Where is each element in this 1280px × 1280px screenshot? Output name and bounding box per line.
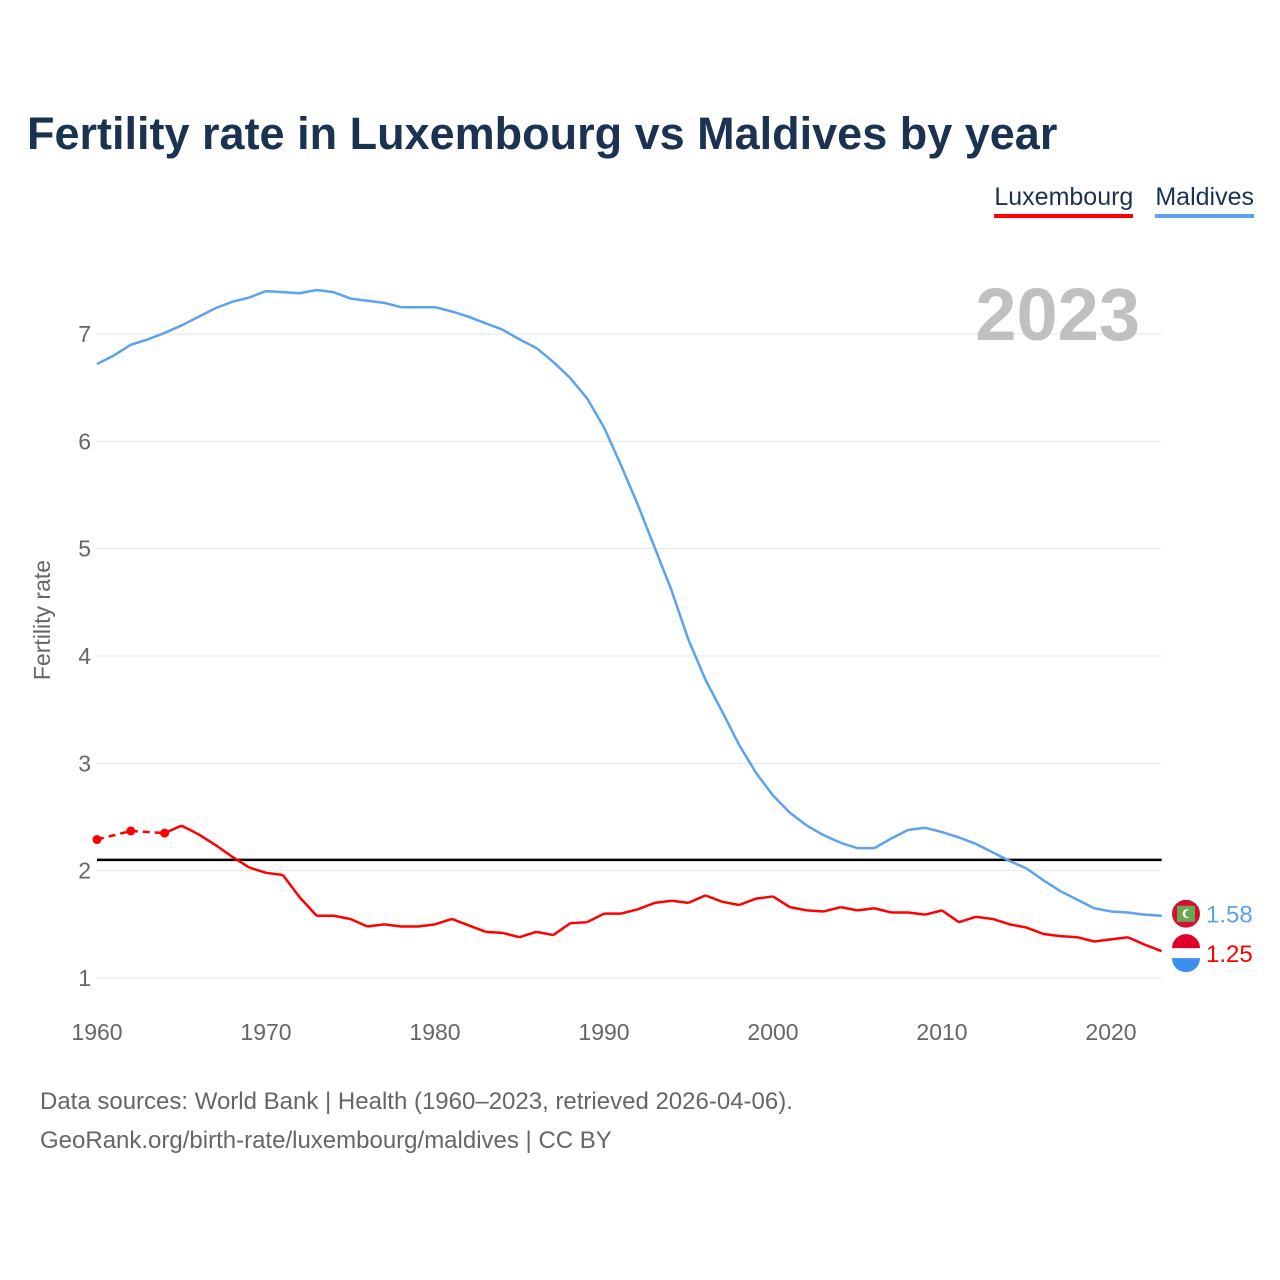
- y-tick-label: 7: [78, 321, 91, 347]
- y-tick-label: 1: [78, 965, 91, 991]
- legend-item-luxembourg[interactable]: Luxembourg: [994, 183, 1134, 218]
- chart-title: Fertility rate in Luxembourg vs Maldives…: [27, 108, 1058, 159]
- legend-item-maldives[interactable]: Maldives: [1155, 183, 1254, 218]
- y-tick-label: 5: [78, 536, 91, 562]
- y-tick-label: 3: [78, 750, 91, 776]
- series-line-maldives: [96, 288, 1162, 917]
- x-tick-label: 1990: [578, 1019, 629, 1045]
- data-point: [92, 835, 102, 845]
- x-tick-label: 2020: [1085, 1019, 1136, 1045]
- x-tick-label: 2000: [747, 1019, 798, 1045]
- y-axis-label: Fertility rate: [29, 560, 55, 680]
- y-tick-label: 2: [78, 858, 91, 884]
- source-text: Data sources: World Bank | Health (1960–…: [40, 1088, 793, 1115]
- series-line-luxembourg: [164, 824, 1163, 953]
- x-tick-label: 1960: [71, 1019, 122, 1045]
- data-point: [126, 826, 136, 836]
- luxembourg-flag-blue: [1172, 958, 1200, 973]
- y-tick-label: 6: [78, 428, 91, 454]
- x-tick-label: 1970: [240, 1019, 291, 1045]
- x-tick-label: 2010: [916, 1019, 967, 1045]
- series-line-luxembourg-dashed: [96, 829, 165, 841]
- x-tick-label: 1980: [409, 1019, 460, 1045]
- data-point: [160, 828, 170, 838]
- year-watermark: 2023: [975, 273, 1140, 356]
- maldives-crescent-cut: [1185, 909, 1193, 918]
- end-value-label: 1.58: [1206, 902, 1253, 929]
- legend: Luxembourg Maldives: [994, 183, 1254, 218]
- luxembourg-flag-red: [1172, 934, 1200, 949]
- y-tick-label: 4: [78, 643, 91, 669]
- end-value-label: 1.25: [1206, 941, 1253, 968]
- source-url[interactable]: GeoRank.org/birth-rate/luxembourg/maldiv…: [40, 1127, 612, 1154]
